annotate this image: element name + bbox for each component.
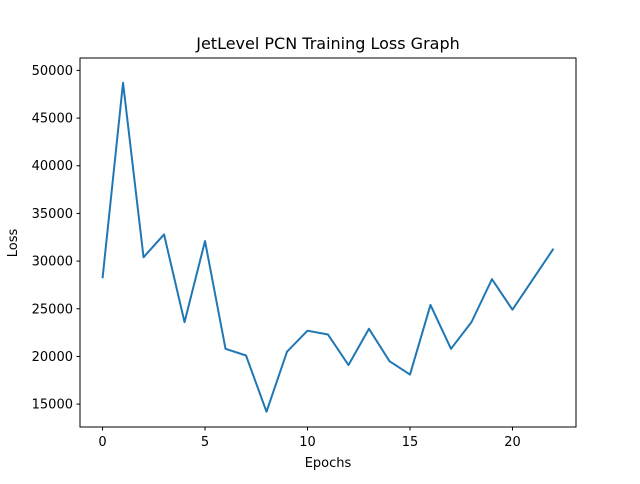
- data-point: [102, 277, 104, 279]
- data-point: [470, 321, 472, 323]
- y-tick-label: 50000: [32, 64, 73, 79]
- data-point: [225, 348, 227, 350]
- data-point: [450, 348, 452, 350]
- data-point: [204, 240, 206, 242]
- y-tick-label: 35000: [32, 207, 73, 222]
- y-axis-ticks: 15000 20000 25000 30000 35000 40000 45000 50000: [32, 64, 80, 413]
- y-tick-label: 45000: [32, 112, 73, 127]
- series-line-loss: [101, 81, 555, 413]
- y-tick-label: 40000: [32, 159, 73, 174]
- x-tick-label: 20: [504, 435, 521, 450]
- data-point: [286, 351, 288, 353]
- data-point: [388, 360, 390, 362]
- data-point: [143, 256, 145, 258]
- data-point: [491, 278, 493, 280]
- y-tick-label: 30000: [32, 255, 73, 270]
- chart-title: JetLevel PCN Training Loss Graph: [195, 34, 460, 53]
- data-point: [163, 233, 165, 235]
- data-point: [409, 374, 411, 376]
- data-point: [184, 321, 186, 323]
- data-point: [327, 334, 329, 336]
- x-axis-label: Epochs: [305, 456, 352, 471]
- data-point: [552, 248, 554, 250]
- data-point: [347, 364, 349, 366]
- x-tick-label: 10: [299, 435, 316, 450]
- x-tick-label: 15: [402, 435, 419, 450]
- data-point: [266, 411, 268, 413]
- plot-area-frame: [79, 57, 577, 428]
- data-point: [368, 328, 370, 330]
- x-tick-label: 5: [201, 435, 209, 450]
- y-axis-label: Loss: [6, 229, 21, 258]
- data-point: [122, 82, 124, 84]
- x-tick-label: 0: [98, 435, 106, 450]
- data-point: [511, 309, 513, 311]
- data-point: [429, 304, 431, 306]
- data-point: [532, 278, 534, 280]
- data-point: [245, 354, 247, 356]
- y-tick-label: 15000: [32, 398, 73, 413]
- x-axis-ticks: 0 5 10 15 20: [98, 427, 521, 450]
- y-tick-label: 25000: [32, 302, 73, 317]
- data-point: [307, 330, 309, 332]
- y-tick-label: 20000: [32, 350, 73, 365]
